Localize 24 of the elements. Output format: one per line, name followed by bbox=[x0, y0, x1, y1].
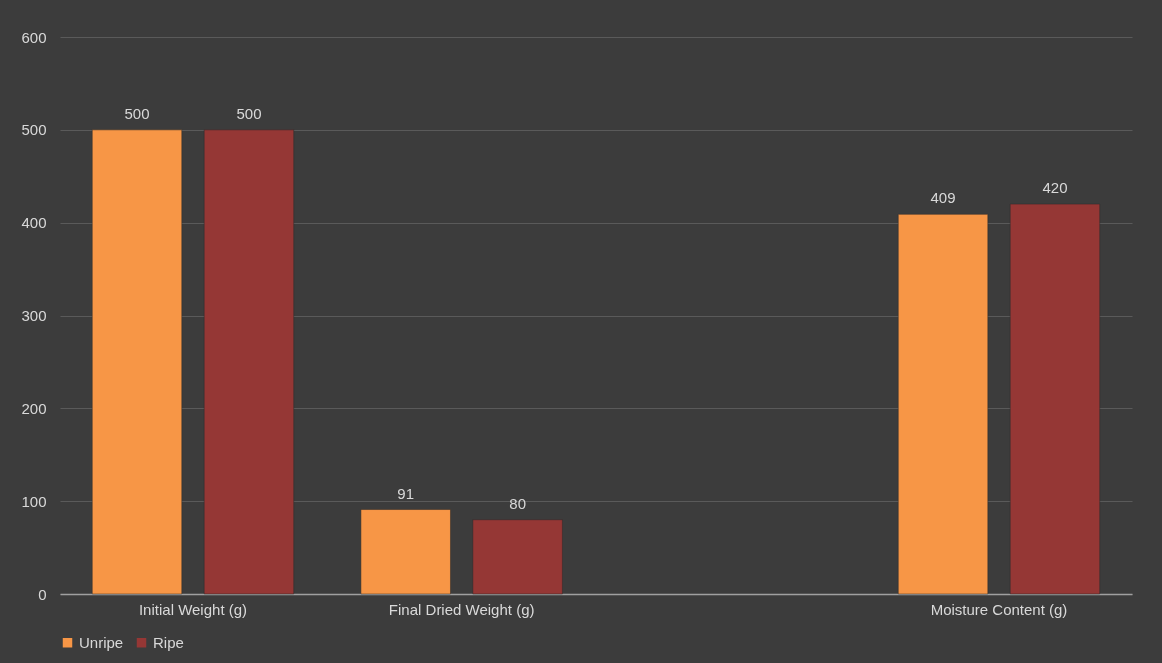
y-tick-label: 300 bbox=[21, 307, 47, 324]
bar bbox=[1009, 203, 1101, 595]
y-tick-label: 600 bbox=[21, 28, 47, 46]
bar bbox=[472, 519, 563, 595]
data-label: 91 bbox=[397, 484, 415, 502]
bar bbox=[203, 129, 294, 595]
data-label: 409 bbox=[930, 189, 956, 207]
x-tick-label: Initial Weight (g) bbox=[138, 600, 248, 618]
bar bbox=[91, 129, 183, 595]
legend-label: Ripe bbox=[153, 633, 184, 651]
bar bbox=[898, 214, 989, 595]
x-tick-label: Moisture Content (g) bbox=[930, 600, 1068, 618]
y-tick-label: 200 bbox=[21, 399, 47, 417]
y-tick-label: 100 bbox=[21, 492, 47, 510]
data-label: 500 bbox=[236, 104, 262, 122]
data-label: 80 bbox=[509, 494, 526, 512]
x-tick-label: Final Dried Weight (g) bbox=[388, 600, 535, 618]
legend-label: Unripe bbox=[79, 633, 124, 651]
y-tick-label: 500 bbox=[21, 121, 47, 139]
data-label: 500 bbox=[124, 104, 150, 122]
bar bbox=[360, 509, 451, 595]
y-tick-label: 400 bbox=[21, 214, 47, 232]
y-tick-label: 0 bbox=[38, 585, 47, 603]
data-label: 420 bbox=[1042, 179, 1068, 197]
